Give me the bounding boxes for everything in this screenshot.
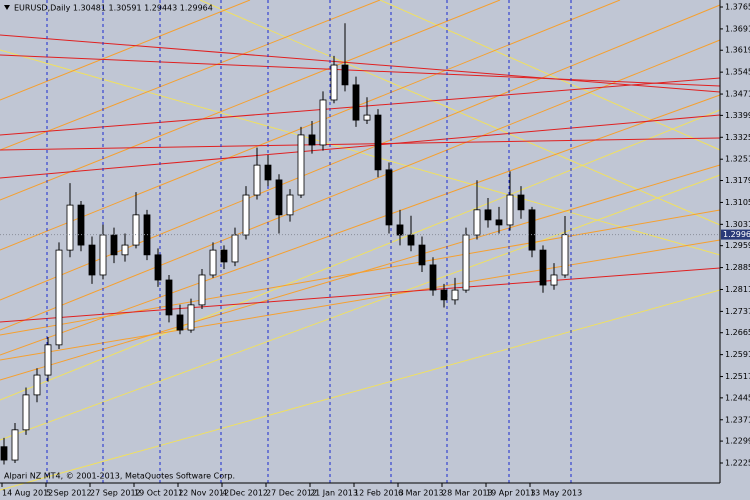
candle-body: [209, 249, 217, 276]
x-tick-label: 19 Oct 2012: [134, 489, 183, 498]
y-tick-label: 1.25910: [725, 350, 750, 359]
candle-body: [462, 234, 470, 291]
y-tick-label: 1.28110: [725, 285, 750, 294]
x-tick-label: 27 Sep 2012: [90, 489, 141, 498]
candle-body: [264, 164, 272, 181]
x-tick-label: 12 Feb 2013: [354, 489, 404, 498]
candle-body: [110, 234, 118, 256]
candle-body: [539, 249, 547, 286]
candle-body: [517, 194, 525, 211]
y-tick-label: 1.35450: [725, 68, 750, 77]
candle-body: [363, 114, 371, 121]
y-tick-label: 1.30310: [725, 220, 750, 229]
x-tick-label: 14 Aug 2012: [2, 489, 53, 498]
candle-body: [220, 249, 228, 263]
candle-body: [440, 289, 448, 301]
x-tick-label: 28 Mar 2013: [442, 489, 493, 498]
candle-body: [528, 209, 536, 251]
last-price-box: [721, 229, 750, 240]
candle-body: [242, 194, 250, 236]
y-tick-label: 1.25170: [725, 372, 750, 381]
candle-body: [396, 224, 404, 236]
candle-body: [308, 134, 316, 146]
candle-body: [55, 249, 63, 346]
y-tick-label: 1.36910: [725, 24, 750, 33]
candle-body: [451, 289, 459, 301]
candle-body: [11, 429, 19, 461]
y-tick-label: 1.31790: [725, 176, 750, 185]
candle-body: [341, 64, 349, 86]
candle-body: [495, 219, 503, 226]
candle-body: [88, 244, 96, 276]
candle-body: [385, 169, 393, 226]
candle-body: [473, 209, 481, 236]
candle-body: [330, 64, 338, 101]
candle-body: [253, 164, 261, 196]
y-tick-label: 1.37650: [725, 3, 750, 12]
candle-body: [0, 446, 8, 461]
annotation: Alpari NZ MT4, © 2001-2013, MetaQuotes S…: [4, 472, 235, 481]
candle-body: [33, 374, 41, 396]
candle-body: [550, 274, 558, 286]
candle-body: [374, 114, 382, 171]
y-tick-label: 1.26650: [725, 328, 750, 337]
candle-body: [506, 194, 514, 226]
y-tick-label: 1.22250: [725, 459, 750, 468]
candle-body: [187, 304, 195, 331]
x-tick-label: 27 Dec 2012: [266, 489, 317, 498]
trend-lines: [0, 0, 721, 491]
candle-body: [352, 84, 360, 121]
title-arrow: [4, 5, 10, 10]
candle-body: [484, 209, 492, 221]
y-tick-label: 1.34710: [725, 90, 750, 99]
x-tick-label: 13 May 2013: [530, 489, 582, 498]
candle-body: [132, 214, 140, 246]
x-tick-label: 6 Mar 2013: [398, 489, 444, 498]
candle-body: [22, 394, 30, 431]
x-tick-label: 21 Jan 2013: [310, 489, 358, 498]
candle-body: [77, 204, 85, 246]
candle-body: [198, 274, 206, 306]
candle-body: [319, 99, 327, 146]
x-tick-label: 12 Nov 2012: [178, 489, 229, 498]
candle-body: [407, 234, 415, 246]
candle-body: [561, 234, 569, 276]
y-tick-label: 1.36190: [725, 46, 750, 55]
x-tick-label: 4 Dec 2012: [222, 489, 268, 498]
y-tick-label: 1.33990: [725, 111, 750, 120]
candle-body: [176, 314, 184, 331]
candle-body: [297, 134, 305, 196]
candle-body: [121, 244, 129, 256]
y-tick-label: 1.22990: [725, 437, 750, 446]
x-tick-label: 19 Apr 2013: [486, 489, 535, 498]
candle-body: [429, 264, 437, 291]
x-tick-label: 5 Sep 2012: [46, 489, 92, 498]
candle-body: [165, 279, 173, 316]
y-tick-label: 1.32510: [725, 155, 750, 164]
candle-body: [44, 344, 52, 376]
y-tick-label: 1.31050: [725, 198, 750, 207]
y-tick-label: 1.27370: [725, 307, 750, 316]
candle-body: [286, 194, 294, 216]
candle-body: [231, 234, 239, 263]
candle-body: [418, 244, 426, 266]
candle-body: [154, 254, 162, 281]
last-price-label: 1.29964: [723, 230, 750, 239]
y-tick-label: 1.33250: [725, 133, 750, 142]
candle-body: [275, 179, 283, 216]
y-tick-label: 1.23710: [725, 415, 750, 424]
y-tick-label: 1.24450: [725, 393, 750, 402]
candle-body: [66, 204, 74, 251]
chart-title: EURUSD,Daily 1.30481 1.30591 1.29443 1.2…: [14, 4, 213, 13]
y-tick-label: 1.29590: [725, 241, 750, 250]
y-tick-label: 1.28850: [725, 263, 750, 272]
candle-body: [99, 234, 107, 276]
